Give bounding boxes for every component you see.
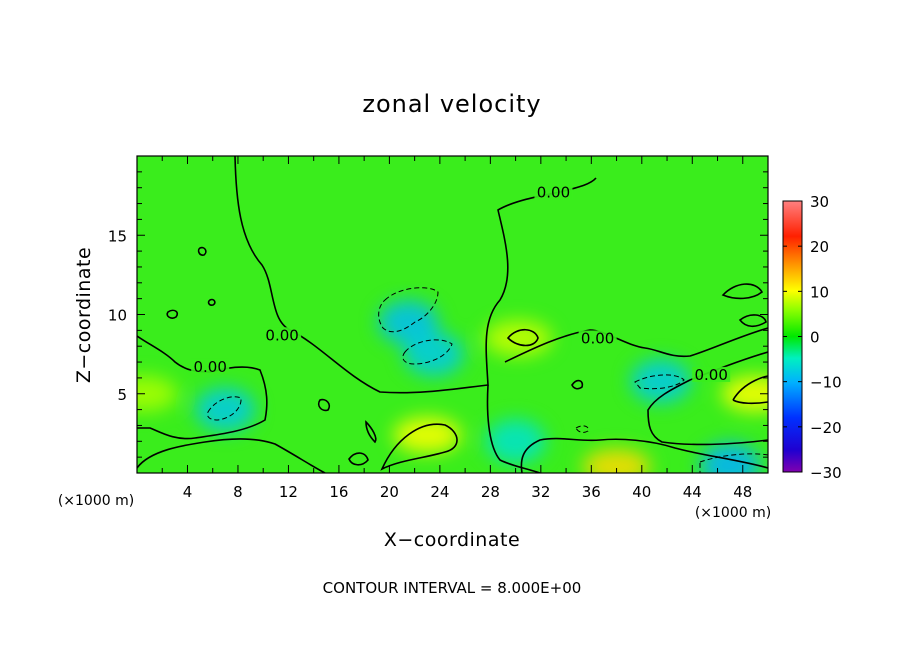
x-tick-label-8: 8 <box>233 483 243 501</box>
contour-solid-8 <box>506 328 539 347</box>
field-max-3 <box>484 320 553 357</box>
contour-solid-6 <box>520 437 768 473</box>
contour-label-1: 0.00 <box>265 326 298 344</box>
x-tick-label-20: 20 <box>380 483 399 501</box>
contour-dashed-2 <box>207 396 242 421</box>
chart-title: zonal velocity <box>362 90 541 118</box>
colorbar-label-6: −30 <box>810 464 842 482</box>
contour-solid-15 <box>738 314 767 328</box>
x-tick-label-48: 48 <box>733 483 752 501</box>
contour-solid-11 <box>197 246 207 256</box>
contour-solid-10 <box>317 398 331 412</box>
x-axis-label: X−coordinate <box>384 529 520 551</box>
contour-solid-9 <box>732 375 768 405</box>
contour-label-bg-2 <box>191 358 230 374</box>
colorbar-ticks: 30 20 10 0 −10 −20 −30 <box>783 193 842 482</box>
contour-solid-14 <box>721 283 764 300</box>
field-min-6 <box>403 332 464 377</box>
x-axis-ticks: 4 8 12 16 20 24 28 32 36 40 44 48 <box>161 156 752 501</box>
y-tick-label-15: 15 <box>108 227 127 245</box>
colorbar-label-0: 30 <box>810 193 829 211</box>
colorbar-label-2: 10 <box>810 283 829 301</box>
contour-label-bg-1 <box>263 327 302 343</box>
x-tick-label-24: 24 <box>430 483 449 501</box>
contour-solid-18 <box>365 420 377 444</box>
x-tick-label-16: 16 <box>329 483 348 501</box>
x-tick-label-28: 28 <box>481 483 500 501</box>
x-tick-label-32: 32 <box>531 483 550 501</box>
contour-dashed-3 <box>634 374 685 390</box>
x-tick-label-36: 36 <box>582 483 601 501</box>
contour-solid-16 <box>571 379 584 390</box>
colorbar-label-1: 20 <box>810 238 829 256</box>
contour-solid-4 <box>504 327 768 363</box>
contour-label-3: 0.00 <box>581 329 614 347</box>
velocity-field: 0.00 0.00 0.00 0.00 0.00 <box>137 156 768 473</box>
contour-interval-note: CONTOUR INTERVAL = 8.000E+00 <box>323 579 582 597</box>
x-unit-label-right: (×1000 m) <box>695 505 771 521</box>
y-tick-label-5: 5 <box>117 386 127 404</box>
contour-label-4: 0.00 <box>695 366 728 384</box>
contour-solid-3 <box>486 384 541 473</box>
contour-dashed-5 <box>575 425 589 433</box>
y-axis-label: Z−coordinate <box>73 247 95 383</box>
field-min-9 <box>700 443 761 473</box>
field-min-10 <box>485 419 546 464</box>
contour-lines: 0.00 0.00 0.00 0.00 0.00 <box>137 156 768 473</box>
contour-label-bg-0 <box>534 184 573 200</box>
x-tick-label-4: 4 <box>183 483 193 501</box>
contour-dashed-4 <box>699 453 768 473</box>
x-tick-label-44: 44 <box>683 483 702 501</box>
colorbar: 30 20 10 0 −10 −20 −30 <box>782 193 842 482</box>
contour-solid-12 <box>166 309 179 319</box>
field-min-8 <box>630 359 691 404</box>
contour-dashed-1 <box>402 339 453 365</box>
contour-solid-13 <box>207 298 216 306</box>
colorbar-label-5: −20 <box>810 419 842 437</box>
contour-label-bg-3 <box>578 330 617 346</box>
x-tick-label-12: 12 <box>279 483 298 501</box>
y-tick-label-10: 10 <box>108 307 127 325</box>
x-unit-label-left: (×1000 m) <box>58 493 134 509</box>
contour-solid-1 <box>137 335 268 440</box>
field-max-4 <box>137 375 178 412</box>
x-tick-label-40: 40 <box>632 483 651 501</box>
contour-label-bg-4 <box>692 366 731 382</box>
contour-solid-2 <box>137 438 326 473</box>
contour-label-2: 0.00 <box>193 358 226 376</box>
contour-dashed-0 <box>378 287 439 333</box>
y-axis-ticks: 5 10 15 <box>108 171 768 458</box>
contour-solid-0 <box>234 156 597 394</box>
colorbar-label-3: 0 <box>810 329 820 347</box>
colorbar-label-4: −10 <box>810 374 842 392</box>
field-min-7 <box>195 387 256 432</box>
contour-label-0: 0.00 <box>537 184 570 202</box>
contour-solid-17 <box>348 452 369 466</box>
contour-solid-7 <box>380 423 458 471</box>
field-max-1 <box>582 448 651 473</box>
field-min-5 <box>378 300 439 345</box>
field-max-0 <box>393 416 462 453</box>
